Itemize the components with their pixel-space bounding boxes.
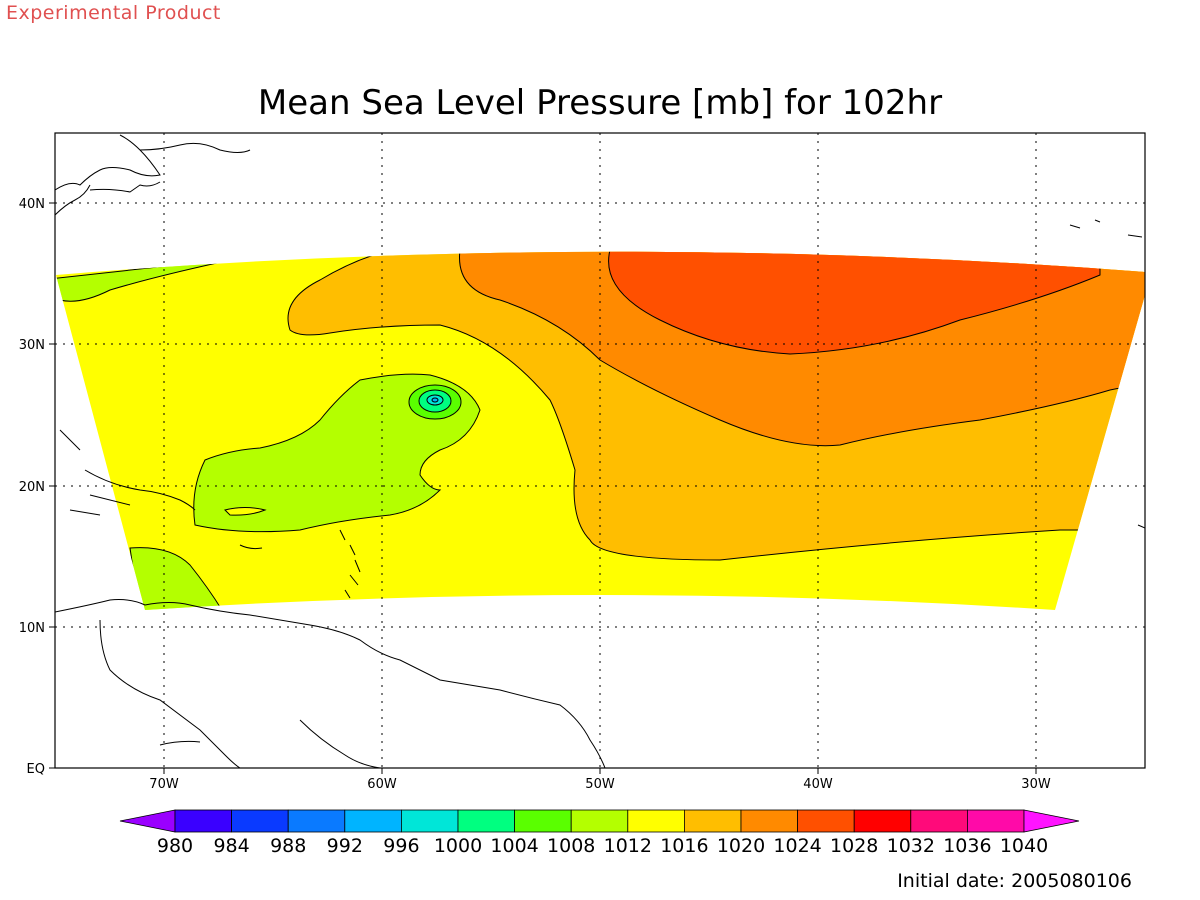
colorbar-label: 1024 bbox=[773, 835, 821, 857]
colorbar-segment bbox=[457, 809, 515, 833]
colorbar-segment bbox=[287, 809, 346, 833]
coast-cuba-hispaniola bbox=[59, 429, 196, 516]
colorbar-segment bbox=[910, 809, 968, 833]
colorbar-segment bbox=[797, 809, 855, 833]
colorbar-label: 988 bbox=[270, 835, 306, 857]
colorbar-label: 1012 bbox=[604, 835, 652, 857]
lon-label-70w: 70W bbox=[149, 777, 179, 792]
field-band-1024 bbox=[608, 251, 1101, 355]
colorbar: 980 984 988 992 996 1000 1004 1008 1012 1016 1020 1… bbox=[119, 809, 1080, 857]
experimental-product-label: Experimental Product bbox=[6, 2, 221, 24]
field-band-1008-tongue bbox=[193, 373, 481, 533]
coast-lesser-antilles bbox=[339, 529, 361, 599]
coast-south-america bbox=[55, 599, 606, 768]
colorbar-label: 980 bbox=[157, 835, 193, 857]
island-puerto-rico bbox=[224, 507, 267, 516]
colorbar-arrow-low bbox=[119, 809, 176, 833]
colorbar-segment bbox=[627, 809, 685, 833]
lat-label-eq: EQ bbox=[27, 762, 45, 777]
colorbar-label: 1008 bbox=[547, 835, 595, 857]
axis-ticks bbox=[49, 202, 1037, 774]
lon-label-30w: 30W bbox=[1021, 777, 1051, 792]
colorbar-label: 996 bbox=[383, 835, 419, 857]
coast-lake bbox=[159, 740, 201, 746]
lat-label-10n: 10N bbox=[19, 621, 45, 636]
colorbar-segment bbox=[684, 809, 742, 833]
colorbar-arrow-high bbox=[1023, 809, 1080, 833]
colorbar-label: 1016 bbox=[660, 835, 708, 857]
low-ring-992 bbox=[431, 397, 439, 403]
lon-label-60w: 60W bbox=[367, 777, 397, 792]
colorbar-segment bbox=[967, 809, 1025, 833]
coast-st-croix bbox=[239, 544, 263, 550]
colorbar-segment bbox=[740, 809, 798, 833]
gridlines bbox=[55, 133, 1145, 768]
map-title: Mean Sea Level Pressure [mb] for 102hr bbox=[258, 83, 942, 123]
colorbar-segment bbox=[344, 809, 402, 833]
colorbar-label: 984 bbox=[213, 835, 249, 857]
colorbar-segment bbox=[400, 809, 459, 833]
colorbar-label: 1032 bbox=[887, 835, 935, 857]
colorbar-segment bbox=[570, 809, 629, 833]
colorbar-label: 1036 bbox=[943, 835, 991, 857]
colorbar-label: 992 bbox=[327, 835, 363, 857]
coast-cape-verde bbox=[1137, 524, 1145, 529]
coast-azores bbox=[1069, 219, 1143, 238]
initial-date: Initial date: 2005080106 bbox=[897, 870, 1132, 892]
coast-maine bbox=[89, 181, 161, 193]
colorbar-segment bbox=[514, 809, 572, 833]
coast-new-england bbox=[55, 134, 251, 216]
colorbar-label: 1020 bbox=[717, 835, 765, 857]
colorbar-segment bbox=[174, 809, 232, 833]
lat-label-40n: 40N bbox=[19, 197, 45, 212]
colorbar-segment bbox=[231, 809, 289, 833]
colorbar-label: 1040 bbox=[1000, 835, 1048, 857]
colorbar-label: 1004 bbox=[490, 835, 538, 857]
lon-label-40w: 40W bbox=[803, 777, 833, 792]
coastlines bbox=[55, 134, 1145, 768]
field-band-1008-west bbox=[56, 257, 241, 302]
colorbar-label: 1000 bbox=[434, 835, 482, 857]
lon-label-50w: 50W bbox=[585, 777, 615, 792]
colorbar-label: 1028 bbox=[830, 835, 878, 857]
lat-label-20n: 20N bbox=[19, 480, 45, 495]
colorbar-segment bbox=[853, 809, 912, 833]
lat-label-30n: 30N bbox=[19, 338, 45, 353]
